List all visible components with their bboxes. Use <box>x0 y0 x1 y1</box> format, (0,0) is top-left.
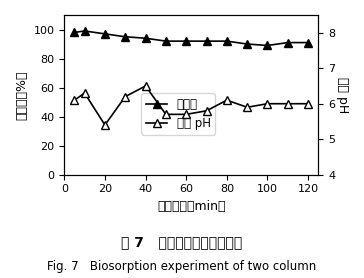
出水 pH <box>103 123 107 127</box>
出水 pH <box>286 102 290 105</box>
去除率 <box>103 32 107 36</box>
出水 pH <box>225 98 229 102</box>
出水 pH <box>82 91 87 95</box>
Y-axis label: 出水 pH: 出水 pH <box>336 77 349 113</box>
出水 pH <box>123 95 127 98</box>
出水 pH <box>306 102 310 105</box>
去除率 <box>184 39 189 43</box>
出水 pH <box>184 113 189 116</box>
去除率 <box>286 41 290 44</box>
出水 pH <box>143 84 148 88</box>
Line: 出水 pH: 出水 pH <box>70 82 312 129</box>
去除率 <box>164 39 168 43</box>
去除率 <box>265 44 270 47</box>
去除率 <box>123 35 127 38</box>
Text: Fig. 7   Biosorption experiment of two column: Fig. 7 Biosorption experiment of two col… <box>47 260 317 273</box>
去除率 <box>306 41 310 44</box>
Line: 去除率: 去除率 <box>70 27 312 50</box>
出水 pH <box>204 109 209 113</box>
去除率 <box>245 42 249 46</box>
Legend: 去除率, 出水 pH: 去除率, 出水 pH <box>141 93 215 135</box>
出水 pH <box>164 113 168 116</box>
去除率 <box>82 29 87 33</box>
去除率 <box>72 31 76 34</box>
Text: 图 7   双柱串联生物吸附实验: 图 7 双柱串联生物吸附实验 <box>121 235 243 249</box>
出水 pH <box>72 98 76 102</box>
出水 pH <box>245 106 249 109</box>
Y-axis label: 去除率（%）: 去除率（%） <box>15 70 28 120</box>
X-axis label: 处理时间（min）: 处理时间（min） <box>157 200 226 213</box>
去除率 <box>143 37 148 40</box>
去除率 <box>204 39 209 43</box>
出水 pH <box>265 102 270 105</box>
去除率 <box>225 39 229 43</box>
